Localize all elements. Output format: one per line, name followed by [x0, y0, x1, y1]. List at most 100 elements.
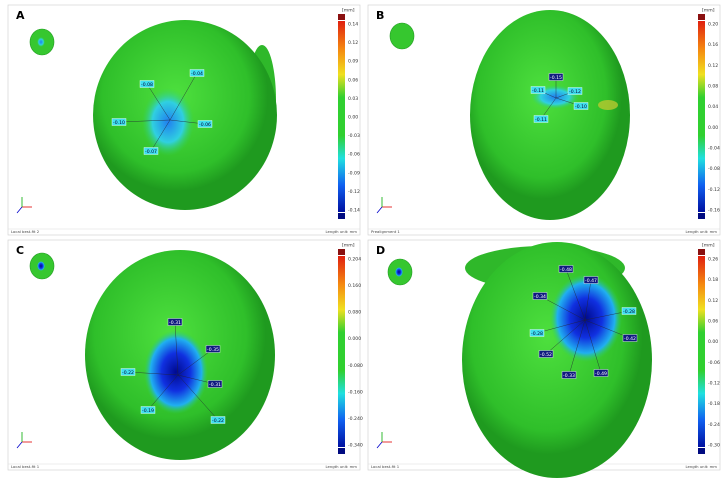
colorbar-cap-top — [338, 249, 345, 255]
colorbar-cap-bottom — [338, 213, 345, 219]
colorbar-tick: -0.12 — [708, 187, 720, 193]
unit-label: [mm] — [702, 243, 715, 249]
callout: -0.33 — [563, 373, 575, 379]
colorbar-tick: -0.160 — [348, 389, 363, 395]
callout-box — [583, 276, 599, 284]
panel: D Local best-fit 1 Length unit: mm -0.48 -0.… — [367, 239, 721, 478]
callout-box — [529, 329, 545, 337]
callout-leader — [584, 310, 630, 321]
callout: -0.22 — [212, 418, 224, 424]
colorbar-tick: -0.12 — [708, 381, 720, 387]
colorbar — [698, 256, 705, 447]
callout: -0.34 — [534, 294, 546, 300]
colorbar-cap-bottom — [698, 448, 705, 454]
colorbar-tick: 0.26 — [708, 257, 718, 263]
callout: -0.42 — [624, 336, 636, 342]
colorbar-tick: -0.240 — [348, 416, 363, 422]
callout: -0.08 — [141, 82, 153, 88]
callout: -0.12 — [569, 89, 581, 95]
colorbar-tick: -0.06 — [348, 152, 360, 158]
callout: -0.47 — [585, 278, 597, 284]
axis-z — [16, 206, 23, 214]
footer-right: Length unit: mm — [325, 229, 357, 234]
callout-box — [139, 80, 155, 88]
footer-right: Length unit: mm — [685, 464, 717, 469]
panel: A Local best-fit 2 Length unit: mm -0.08 -0.… — [7, 4, 361, 236]
unit-label: [mm] — [342, 243, 355, 249]
callout-box — [205, 345, 221, 353]
callout: -0.28 — [623, 309, 635, 315]
colorbar-cap-top — [338, 14, 345, 20]
thumbnail — [389, 22, 415, 50]
callout-leader — [177, 374, 219, 421]
callout: -0.52 — [540, 352, 552, 358]
thumbnail-spot — [37, 37, 45, 47]
colorbar-tick: -0.080 — [348, 363, 363, 369]
callout: -0.22 — [122, 370, 134, 376]
unit-label: [mm] — [342, 8, 355, 14]
callout-leader — [565, 268, 586, 321]
callout: -0.10 — [113, 120, 125, 126]
panel: B Prealignment 1 Length unit: mm -0.15 -0.11… — [367, 4, 721, 236]
axis-z — [376, 206, 383, 214]
colorbar-cap-top — [698, 14, 705, 20]
callout-leader — [150, 119, 171, 152]
colorbar-tick: 0.04 — [708, 104, 718, 110]
colorbar-tick: 0.14 — [348, 22, 358, 28]
colorbar-tick: 0.080 — [348, 310, 361, 316]
callout-box — [197, 120, 213, 128]
callout-box — [538, 350, 554, 358]
model — [470, 10, 630, 220]
colorbar-tick: -0.24 — [708, 422, 720, 428]
model-patch — [598, 100, 618, 110]
callout-leader — [169, 72, 198, 121]
deviation-spot — [550, 274, 622, 362]
callout-box — [120, 368, 136, 376]
axis-z — [16, 441, 23, 449]
callout-leader — [174, 321, 179, 376]
colorbar-tick: -0.16 — [708, 208, 720, 214]
callout-leader — [584, 279, 592, 321]
callout: -0.11 — [535, 117, 547, 123]
colorbar-tick: 0.16 — [708, 42, 718, 48]
callout-leader — [536, 319, 586, 334]
callout: -0.35 — [207, 347, 219, 353]
panel-label: B — [376, 9, 384, 22]
deviation-spot — [144, 330, 208, 414]
callout: -0.11 — [532, 88, 544, 94]
colorbar-cap-bottom — [338, 448, 345, 454]
callout: -0.15 — [550, 75, 562, 81]
callout-leader — [127, 371, 179, 376]
callout: -0.10 — [575, 104, 587, 110]
colorbar-tick: 0.00 — [708, 339, 718, 345]
callout-leader — [147, 374, 179, 411]
callout-box — [111, 118, 127, 126]
footer-left: Local best-fit 2 — [11, 229, 40, 234]
axis-z — [376, 441, 383, 449]
colorbar-tick: -0.12 — [348, 189, 360, 195]
callout: -0.31 — [209, 382, 221, 388]
callout-box — [189, 69, 205, 77]
thumbnail-spot — [395, 267, 403, 277]
colorbar-tick: -0.04 — [708, 146, 720, 152]
callout-box — [167, 318, 183, 326]
callout-box — [210, 416, 226, 424]
colorbar-tick: 0.20 — [708, 22, 718, 28]
callout-leader — [539, 295, 586, 321]
callout-box — [530, 86, 546, 94]
deviation-spot — [142, 88, 194, 156]
footer-left: Local best-fit 1 — [11, 464, 40, 469]
colorbar-tick: 0.12 — [708, 298, 718, 304]
colorbar — [338, 21, 345, 212]
thumbnail-spot — [37, 261, 45, 271]
callout-leader — [568, 319, 586, 376]
callout: -0.49 — [595, 371, 607, 377]
model — [462, 242, 652, 478]
callout-leader — [584, 319, 631, 339]
panel: C Local best-fit 1 Length unit: mm -0.31 -0.… — [7, 239, 363, 471]
panel-label: D — [376, 244, 385, 257]
unit-label: [mm] — [702, 8, 715, 14]
colorbar-tick: 0.000 — [348, 336, 361, 342]
colorbar-tick: 0.00 — [348, 115, 358, 121]
